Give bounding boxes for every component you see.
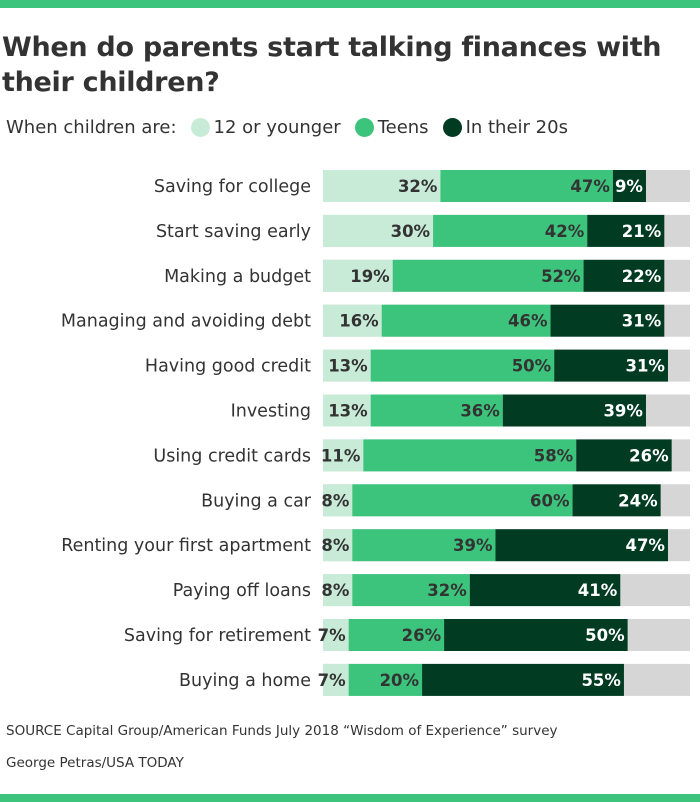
bar-teens xyxy=(392,259,584,292)
data-label-teens: 20% xyxy=(380,671,420,690)
bar-young xyxy=(323,259,393,292)
data-label-twenties: 24% xyxy=(618,491,658,510)
bar-young xyxy=(323,574,353,607)
bar-young xyxy=(323,170,441,202)
category-label: Saving for retirement xyxy=(124,626,311,646)
category-label: Buying a home xyxy=(179,671,311,691)
bar-twenties xyxy=(495,529,668,562)
data-label-young: 8% xyxy=(321,491,349,510)
bar-young xyxy=(323,349,371,382)
chart-title: When do parents start talking finances w… xyxy=(2,32,662,98)
bar-twenties xyxy=(587,214,665,247)
data-label-teens: 52% xyxy=(541,267,581,286)
data-label-teens: 58% xyxy=(534,446,574,465)
data-label-twenties: 22% xyxy=(622,267,662,286)
data-label-twenties: 47% xyxy=(625,536,665,555)
data-label-twenties: 31% xyxy=(622,312,662,331)
bar-young xyxy=(323,484,353,517)
data-label-young: 13% xyxy=(328,402,368,421)
data-label-twenties: 39% xyxy=(603,402,643,421)
top-band xyxy=(0,0,700,8)
bar-teens xyxy=(352,484,573,517)
data-label-young: 8% xyxy=(321,581,349,600)
data-label-young: 13% xyxy=(328,357,368,376)
category-label: Making a budget xyxy=(164,267,311,287)
bar-young xyxy=(323,394,371,427)
bar-twenties xyxy=(422,663,624,696)
credit: George Petras/USA TODAY xyxy=(6,755,184,771)
bar-teens xyxy=(433,214,588,247)
data-label-young: 30% xyxy=(391,222,431,241)
bar-young xyxy=(323,214,434,247)
bottom-band xyxy=(0,794,700,802)
legend-prefix: When children are: xyxy=(6,117,177,138)
category-label: Paying off loans xyxy=(173,581,311,601)
data-label-twenties: 26% xyxy=(629,446,669,465)
category-label: Having good credit xyxy=(145,357,311,377)
data-label-teens: 39% xyxy=(453,536,493,555)
data-label-teens: 60% xyxy=(530,491,570,510)
legend-swatch-teens xyxy=(354,118,374,137)
bar-twenties xyxy=(469,574,621,607)
bar-young xyxy=(323,439,364,472)
category-label: Saving for college xyxy=(154,177,311,197)
bar-teens xyxy=(370,349,555,382)
bar-teens xyxy=(352,574,470,607)
data-label-young: 8% xyxy=(321,536,349,555)
category-label: Renting your first apartment xyxy=(61,536,311,556)
data-label-teens: 46% xyxy=(508,312,548,331)
data-label-twenties: 31% xyxy=(625,357,665,376)
bar-twenties xyxy=(612,170,646,202)
data-label-teens: 36% xyxy=(460,402,500,421)
bar-twenties xyxy=(583,259,665,292)
data-label-young: 19% xyxy=(350,267,390,286)
legend-label-young: 12 or younger xyxy=(213,117,341,138)
bar-twenties xyxy=(576,439,672,472)
source-note: SOURCE Capital Group/American Funds July… xyxy=(6,723,558,739)
data-label-young: 32% xyxy=(398,177,438,196)
bar-teens xyxy=(440,170,613,202)
data-label-twenties: 41% xyxy=(578,581,618,600)
data-label-teens: 32% xyxy=(427,581,467,600)
category-label: Start saving early xyxy=(156,222,311,242)
bar-young xyxy=(323,529,353,562)
bar-young xyxy=(323,304,382,337)
data-label-teens: 50% xyxy=(512,357,552,376)
bar-teens xyxy=(363,439,577,472)
data-label-teens: 26% xyxy=(402,626,442,645)
data-label-teens: 47% xyxy=(570,177,610,196)
legend-label-teens: Teens xyxy=(377,117,429,138)
legend-label-twenties: In their 20s xyxy=(465,117,568,138)
legend: When children are: 12 or younger Teens I… xyxy=(6,117,568,138)
bar-teens xyxy=(370,394,503,427)
category-label: Managing and avoiding debt xyxy=(61,312,311,332)
category-label: Buying a car xyxy=(201,491,312,511)
bar-young xyxy=(323,663,349,696)
data-label-twenties: 50% xyxy=(585,626,625,645)
bar-teens xyxy=(381,304,551,337)
data-label-young: 16% xyxy=(339,312,379,331)
legend-swatch-young xyxy=(190,118,210,137)
bar-teens xyxy=(352,529,496,562)
data-label-twenties: 21% xyxy=(622,222,662,241)
data-label-twenties: 9% xyxy=(615,177,643,196)
data-label-young: 11% xyxy=(321,446,361,465)
data-label-teens: 42% xyxy=(545,222,585,241)
legend-swatch-twenties xyxy=(442,118,462,137)
bar-young xyxy=(323,619,349,651)
bar-twenties xyxy=(554,349,668,382)
bar-twenties xyxy=(572,484,661,517)
data-label-twenties: 55% xyxy=(581,671,621,690)
category-label: Using credit cards xyxy=(153,446,311,466)
bar-twenties xyxy=(502,394,646,427)
bar-twenties xyxy=(444,619,628,651)
data-label-young: 7% xyxy=(318,671,346,690)
data-label-young: 7% xyxy=(318,626,346,645)
bar-teens xyxy=(348,619,445,651)
category-label: Investing xyxy=(231,402,311,422)
bar-twenties xyxy=(550,304,665,337)
bar-teens xyxy=(348,663,423,696)
bar-chart: Saving for college 32% 47% 9% Start saving e… xyxy=(61,170,690,696)
